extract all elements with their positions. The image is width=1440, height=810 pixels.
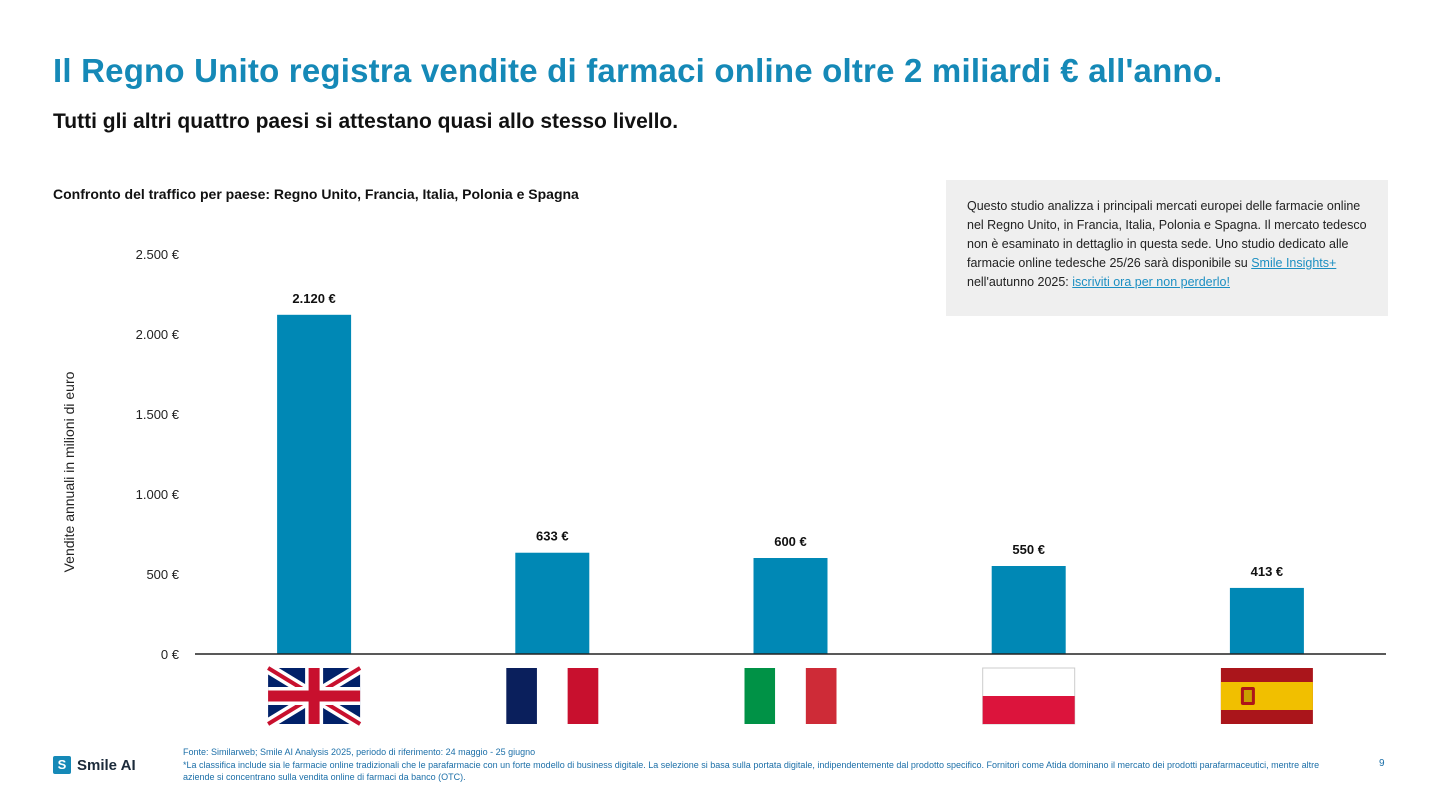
- page-subtitle: Tutti gli altri quattro paesi si attesta…: [53, 110, 679, 133]
- bar-value-label: 600 €: [774, 534, 807, 549]
- poland-flag-icon: [982, 667, 1076, 725]
- y-axis-title: Vendite annuali in milioni di euro: [61, 371, 77, 572]
- y-tick-label: 2.500 €: [136, 247, 180, 262]
- brand-name: Smile AI: [77, 756, 136, 774]
- y-tick-label: 1.000 €: [136, 487, 180, 502]
- smile-insights-link[interactable]: Smile Insights+: [1251, 256, 1337, 270]
- bar-chart: 0 € 500 € 1.000 € 1.500 € 2.000 € 2.500 € Vend…: [61, 247, 1386, 729]
- y-tick-label: 0 €: [161, 647, 180, 662]
- bar: [515, 552, 590, 654]
- spain-flag-icon: [1220, 668, 1313, 724]
- smile-ai-logo-icon: S: [53, 756, 71, 774]
- y-tick-label: 2.000 €: [136, 327, 180, 342]
- footnote: Fonte: Similarweb; Smile AI Analysis 202…: [183, 746, 1333, 784]
- bar-value-label: 413 €: [1251, 564, 1284, 579]
- bar-value-label: 550 €: [1012, 542, 1045, 557]
- bar: [753, 558, 828, 654]
- bar-value-label: 2.120 €: [292, 291, 335, 306]
- bar: [277, 314, 352, 654]
- bar-value-label: 633 €: [536, 529, 569, 544]
- bar: [991, 566, 1066, 654]
- info-text-2: nell'autunno 2025:: [967, 275, 1073, 289]
- brand-logo: S Smile AI: [53, 756, 136, 774]
- chart-title: Confronto del traffico per paese: Regno …: [53, 186, 579, 202]
- page-number: 9: [1379, 758, 1385, 769]
- subscribe-link[interactable]: iscriviti ora per non perderlo!: [1072, 275, 1230, 289]
- y-tick-label: 1.500 €: [136, 407, 180, 422]
- info-text-1: Questo studio analizza i principali merc…: [967, 199, 1367, 270]
- france-flag-icon: [506, 668, 599, 724]
- methodology-note: *La classifica include sia le farmacie o…: [183, 759, 1320, 783]
- y-tick-label: 500 €: [146, 567, 179, 582]
- info-box: Questo studio analizza i principali merc…: [946, 180, 1388, 316]
- page-title: Il Regno Unito registra vendite di farma…: [53, 52, 1223, 89]
- source-note: Fonte: Similarweb; Smile AI Analysis 202…: [183, 747, 536, 757]
- italy-flag-icon: [744, 668, 837, 724]
- uk-flag-icon: [265, 663, 363, 729]
- bar: [1229, 587, 1304, 654]
